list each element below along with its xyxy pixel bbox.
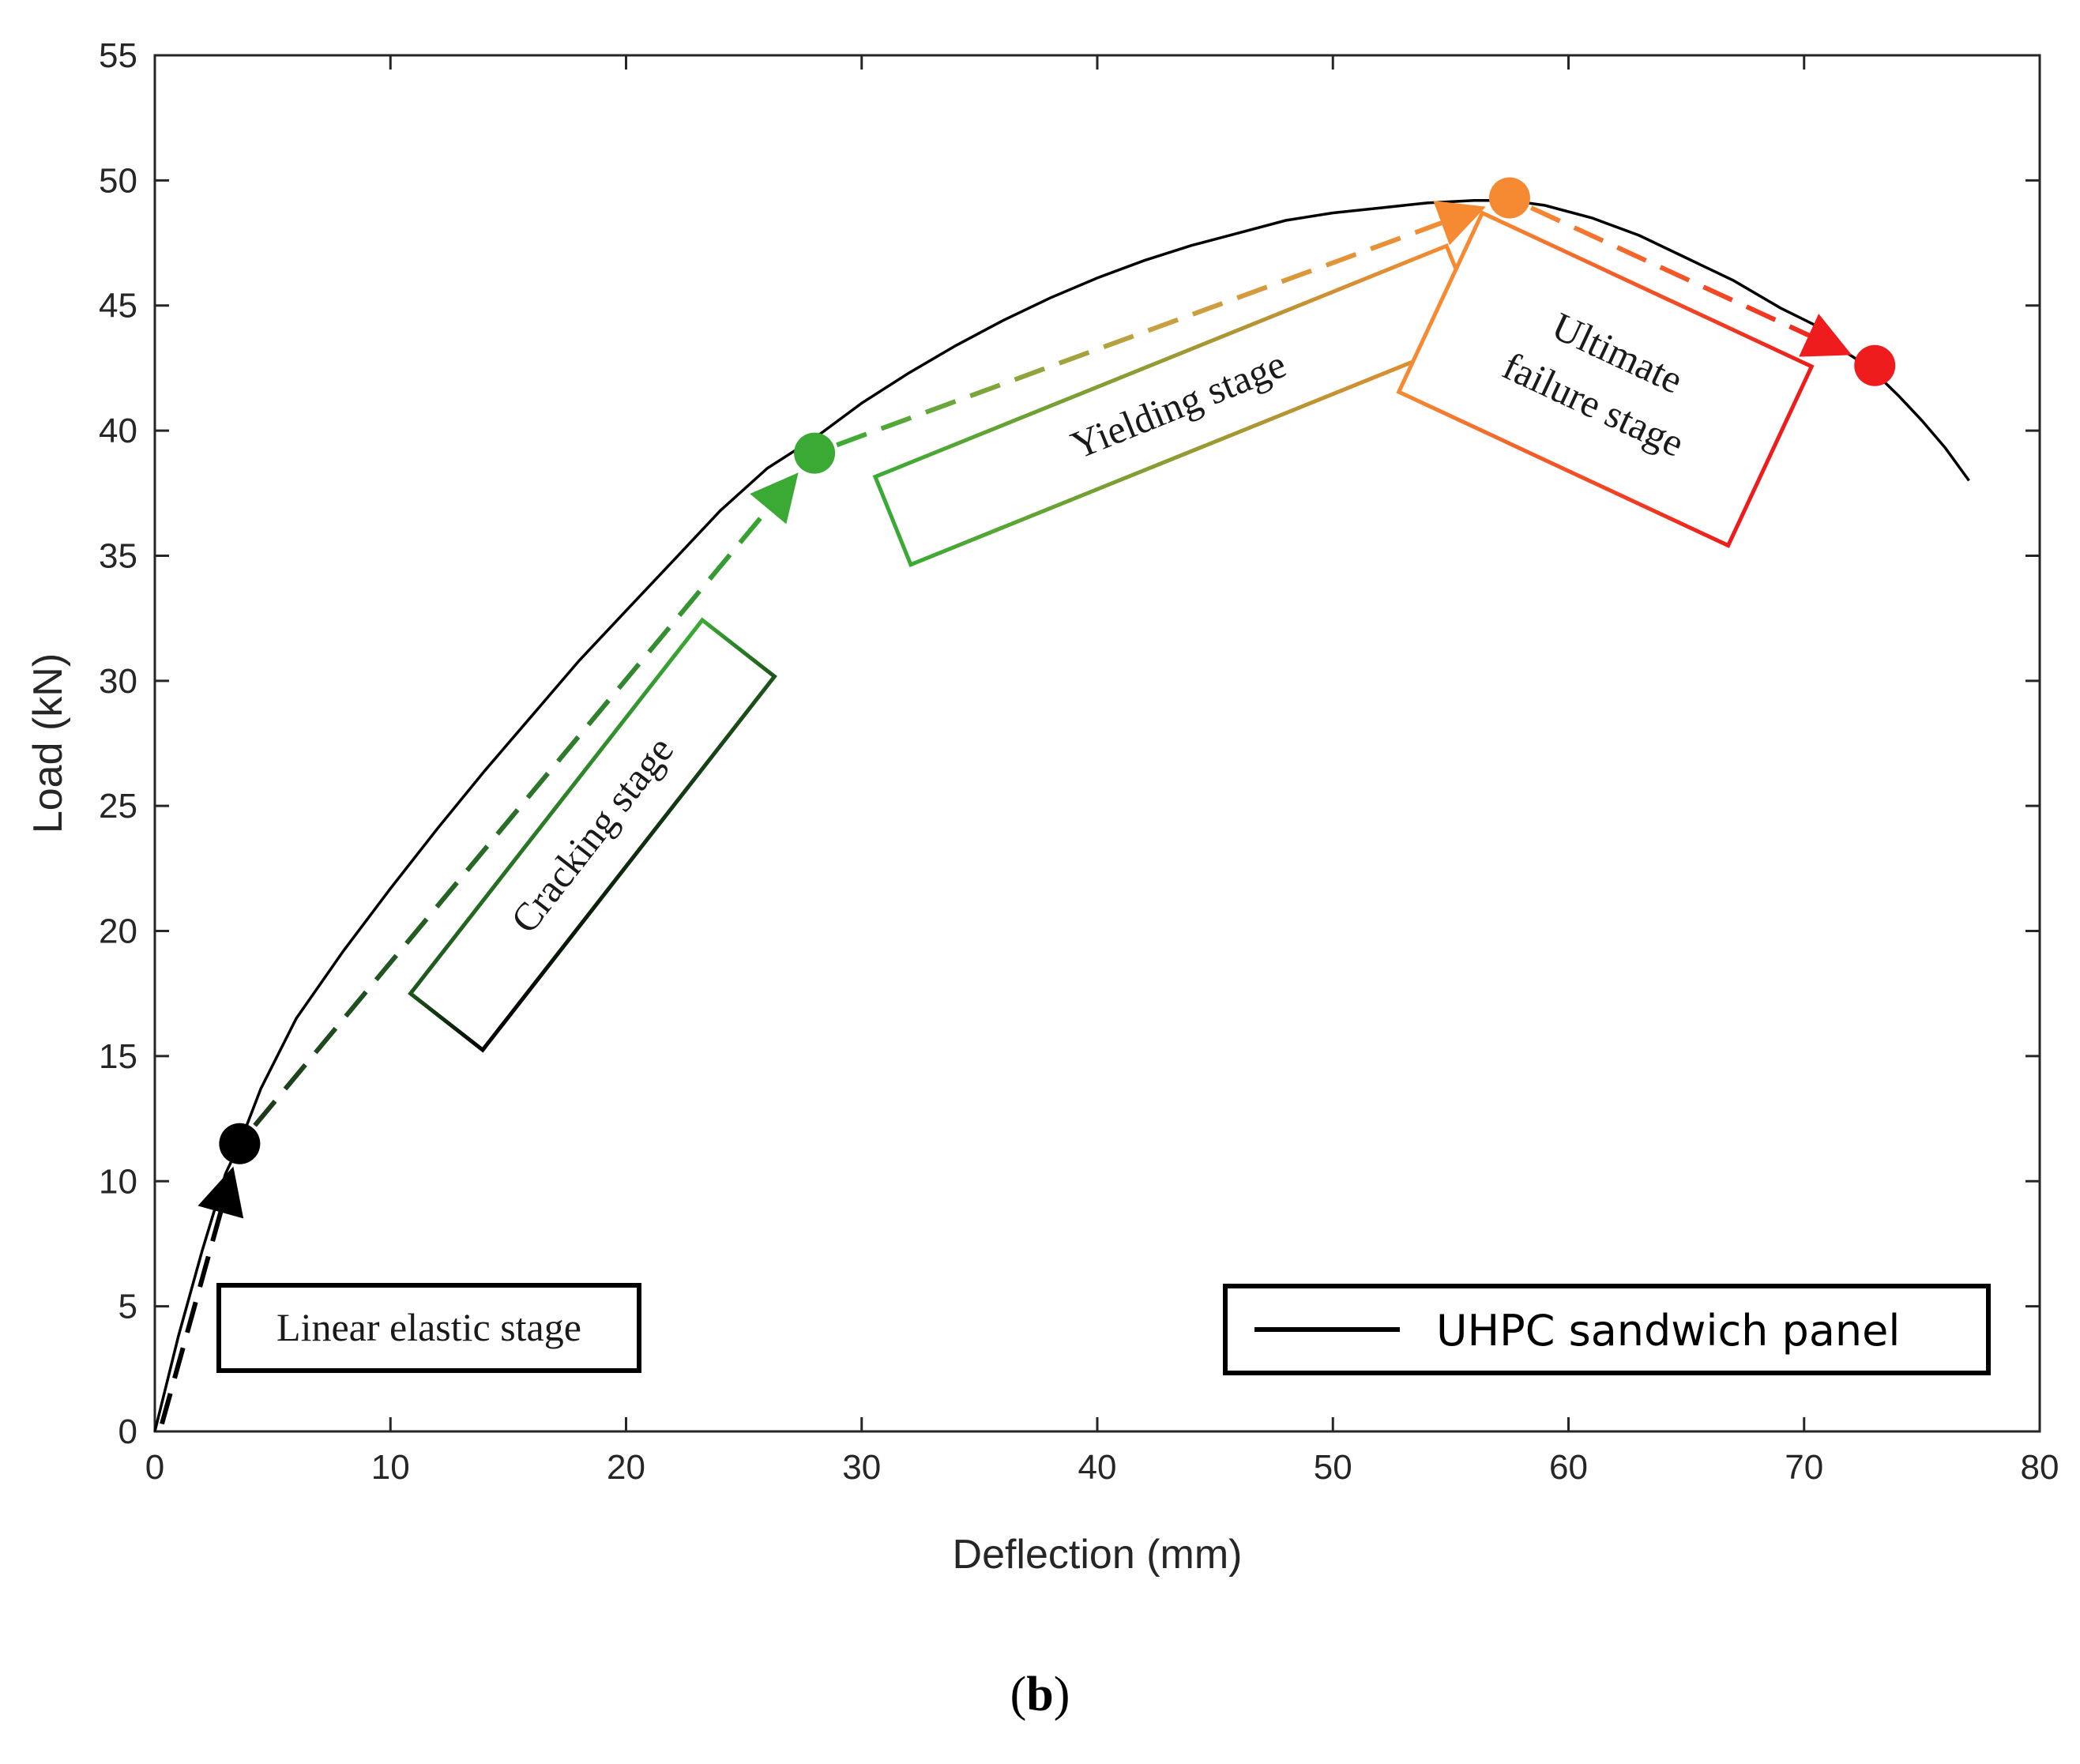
y-tick-label: 0	[118, 1412, 137, 1451]
x-tick-label: 40	[1078, 1448, 1117, 1487]
series-line-uhpc-sandwich-panel	[153, 198, 1970, 1432]
arrow-ultimate	[1529, 205, 1852, 357]
x-tick-label: 50	[1314, 1448, 1352, 1487]
y-tick-label: 35	[99, 536, 137, 575]
x-tick-label: 60	[1549, 1448, 1588, 1487]
y-tick-label: 10	[99, 1162, 137, 1201]
figure-caption: (b)	[0, 1667, 2080, 1723]
y-axis-ticks: 0 5 10 15 20 25 30 35 40 45 50 55	[99, 36, 2040, 1451]
caption-prefix: (	[1010, 1668, 1027, 1721]
x-tick-label: 70	[1785, 1448, 1823, 1487]
y-tick-label: 55	[99, 36, 137, 75]
y-tick-label: 30	[99, 662, 137, 701]
x-axis-label: Deflection (mm)	[953, 1532, 1243, 1578]
stage-point-4	[1854, 344, 1896, 386]
y-tick-label: 15	[99, 1037, 137, 1076]
y-tick-label: 40	[99, 412, 137, 450]
stage-points	[219, 177, 1896, 1164]
caption-suffix: )	[1053, 1668, 1070, 1721]
legend-label: UHPC sandwich panel	[1436, 1306, 1900, 1356]
annotation-ultimate: Ultimate failure stage	[1396, 210, 1815, 548]
arrow-linear-elastic	[160, 1166, 244, 1425]
caption-label: b	[1026, 1668, 1054, 1721]
arrow-yielding	[836, 201, 1486, 448]
legend: UHPC sandwich panel	[1223, 1284, 1991, 1375]
y-axis-label: Load (kN)	[25, 653, 71, 833]
stage-point-1	[219, 1123, 261, 1164]
y-tick-label: 20	[99, 912, 137, 951]
x-axis-ticks: 0 10 20 30 40 50 60 70 80	[145, 55, 2059, 1487]
x-tick-label: 30	[842, 1448, 881, 1487]
stage-point-2	[794, 432, 836, 474]
y-tick-label: 25	[99, 787, 137, 826]
stage-point-3	[1488, 177, 1530, 219]
y-tick-label: 50	[99, 161, 137, 200]
y-tick-label: 5	[118, 1288, 137, 1326]
x-tick-label: 80	[2021, 1448, 2059, 1487]
annotation-linear-elastic: Linear elastic stage	[216, 1283, 641, 1373]
x-tick-label: 10	[371, 1448, 410, 1487]
y-tick-label: 45	[99, 287, 137, 325]
annotation-linear-elastic-text: Linear elastic stage	[276, 1305, 581, 1349]
plot-area	[153, 54, 2041, 1433]
x-tick-label: 0	[145, 1448, 164, 1487]
x-tick-label: 20	[607, 1448, 645, 1487]
